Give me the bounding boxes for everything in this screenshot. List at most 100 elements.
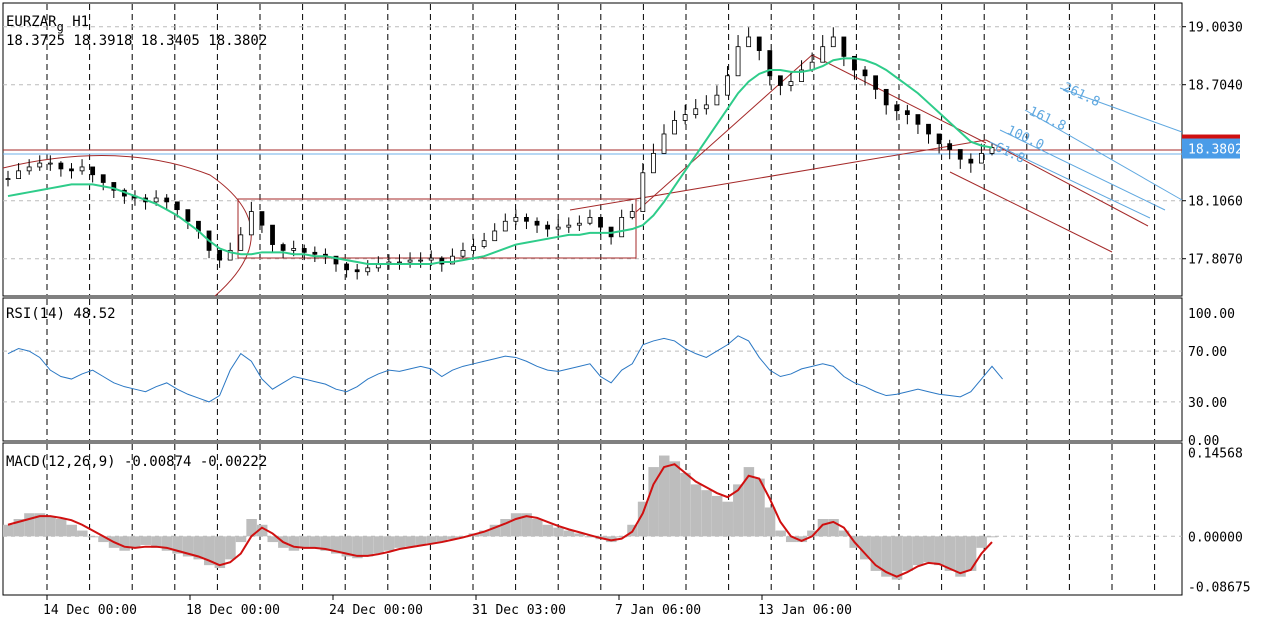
grid-lines — [3, 4, 1182, 594]
macd-histogram-bar — [3, 524, 14, 537]
macd-histogram-bar — [267, 536, 279, 543]
macd-histogram-bar — [235, 536, 247, 543]
candle-body — [47, 162, 53, 165]
candle-body — [904, 110, 910, 115]
candle-body — [492, 230, 498, 242]
macd-histogram-bar — [606, 536, 617, 543]
current-price-label: 18.3802 — [1188, 143, 1243, 158]
candle-body — [354, 269, 360, 273]
macd-histogram-bar — [500, 519, 511, 537]
candle-body — [365, 267, 371, 273]
moving-average-line — [7, 57, 993, 265]
macd-histogram-bar — [828, 519, 839, 537]
macd-histogram-bar — [563, 530, 575, 537]
macd-histogram-bar — [214, 536, 226, 569]
time-tick-label: 14 Dec 00:00 — [43, 603, 137, 618]
candle-body — [661, 133, 667, 154]
macd-histogram-bar — [542, 524, 554, 537]
macd-histogram-bar — [944, 536, 956, 571]
macd-histogram-bar — [246, 519, 257, 537]
macd-histogram-bar — [129, 536, 141, 548]
macd-histogram-bar — [193, 536, 204, 560]
macd-histogram-bar — [24, 513, 35, 537]
candle-body — [894, 104, 900, 112]
candle-body — [471, 246, 476, 251]
candle-body — [968, 158, 974, 164]
macd-histogram-bar — [34, 513, 46, 537]
candle-body — [777, 75, 783, 86]
macd-histogram-bar — [743, 467, 755, 537]
macd-histogram-bar — [55, 519, 67, 537]
macd-histogram-bar — [701, 490, 712, 537]
range-rectangle — [237, 198, 637, 259]
macd-histogram-bar — [965, 536, 977, 571]
macd-histogram-bar — [373, 536, 384, 554]
fibo-level-line — [1059, 87, 1183, 133]
macd-histogram-bar — [881, 536, 892, 577]
candle-body — [481, 240, 487, 247]
fibo-base-line — [949, 171, 1113, 253]
candle-body — [629, 211, 635, 218]
fibo-level-label: 261.8 — [1060, 80, 1102, 110]
macd-histogram-bar — [13, 519, 25, 537]
candle-body — [830, 36, 836, 48]
macd-histogram-bar — [98, 536, 109, 543]
macd-histogram-bar — [860, 536, 871, 560]
macd-tick-label: 0.00000 — [1188, 530, 1243, 545]
macd-histogram-bar — [320, 536, 331, 551]
fibo-level-label: 161.8 — [1026, 104, 1068, 134]
macd-histogram-bar — [637, 501, 649, 537]
rsi-tick-label: 70.00 — [1188, 345, 1227, 360]
macd-histogram-bar — [140, 536, 152, 545]
macd-histogram-bar — [161, 536, 173, 551]
candle-body — [576, 222, 582, 226]
macd-histogram-bar — [447, 536, 458, 540]
candle-body — [989, 147, 995, 154]
candle-body — [174, 201, 180, 211]
macd-histogram-bar — [182, 536, 194, 557]
candle-body — [682, 114, 688, 121]
macd-histogram-bar — [711, 495, 723, 537]
candle-body — [873, 75, 879, 90]
candle-body — [693, 108, 699, 115]
macd-histogram-bar — [648, 467, 659, 537]
rsi-series — [7, 335, 1003, 403]
candle-body — [640, 172, 646, 212]
symbol-title: EURZARg H1 — [6, 14, 89, 34]
rsi-tick-label: 0.00 — [1188, 434, 1219, 449]
candle-body — [58, 162, 64, 170]
time-tick-label: 31 Dec 03:00 — [472, 603, 566, 618]
fibo-level-line — [1024, 109, 1183, 201]
macd-histogram-bar — [796, 536, 808, 543]
axis-labels: 19.0030 18.7040 18.1060 17.8070 18.3802 100.0… — [43, 21, 1251, 618]
macd-series — [3, 455, 998, 580]
candle-body — [534, 220, 540, 226]
time-tick-label: 24 Dec 00:00 — [329, 603, 423, 618]
candle-body — [703, 104, 709, 110]
macd-histogram-bar — [479, 530, 490, 537]
price-tick-label: 17.8070 — [1188, 253, 1243, 268]
time-tick-label: 18 Dec 00:00 — [186, 603, 280, 618]
rsi-tick-label: 100.00 — [1188, 307, 1235, 322]
time-tick-label: 7 Jan 06:00 — [615, 603, 701, 618]
ohlc-values: 18.3725 18.3918 18.3405 18.3802 — [6, 33, 267, 49]
macd-histogram-bar — [341, 536, 353, 557]
macd-histogram-bar — [584, 536, 596, 538]
macd-histogram-bar — [733, 484, 744, 537]
fibo-zero-line — [985, 139, 1149, 227]
candle-body — [344, 263, 349, 271]
candle-body — [227, 249, 233, 261]
candle-body — [69, 168, 74, 172]
macd-histogram-bar — [669, 461, 681, 537]
candle-body — [280, 244, 286, 251]
candle-body — [153, 197, 159, 203]
price-tick-label: 18.7040 — [1188, 79, 1243, 94]
candle-body — [217, 249, 223, 261]
macd-histogram-bar — [489, 524, 501, 537]
candle-body — [333, 255, 339, 265]
macd-histogram-bar — [722, 501, 733, 537]
macd-histogram-bar — [616, 536, 628, 538]
rsi-line — [7, 335, 1003, 403]
